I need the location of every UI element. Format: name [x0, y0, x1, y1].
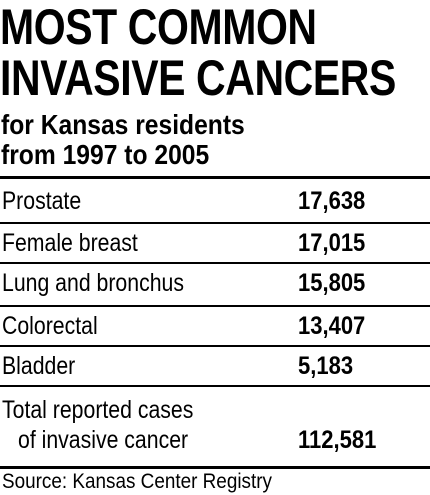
rule	[0, 262, 430, 264]
row-label: Prostate	[2, 187, 82, 215]
row-label: Female breast	[2, 229, 138, 257]
title-line: MOST COMMON	[0, 0, 317, 55]
total-label-line: Total reported cases	[2, 396, 194, 424]
total-label-line: of invasive cancer	[18, 426, 189, 454]
total-value: 112,581	[298, 426, 377, 454]
row-label: Bladder	[2, 352, 76, 380]
title-line: INVASIVE CANCERS	[0, 50, 396, 106]
rule	[0, 176, 430, 179]
source: Source: Kansas Center Registry	[2, 470, 272, 493]
row-value: 5,183	[298, 352, 354, 380]
rule	[0, 345, 430, 347]
rule	[0, 466, 430, 469]
subtitle-line: for Kansas residents	[1, 109, 245, 140]
rule	[0, 385, 430, 387]
row-value: 13,407	[298, 312, 366, 340]
subtitle-line: from 1997 to 2005	[1, 139, 210, 170]
rule	[0, 305, 430, 307]
row-label: Lung and bronchus	[2, 269, 184, 297]
row-value: 17,015	[298, 229, 366, 257]
rule	[0, 222, 430, 224]
row-label: Colorectal	[2, 312, 98, 340]
row-value: 15,805	[298, 269, 366, 297]
row-value: 17,638	[298, 187, 366, 215]
